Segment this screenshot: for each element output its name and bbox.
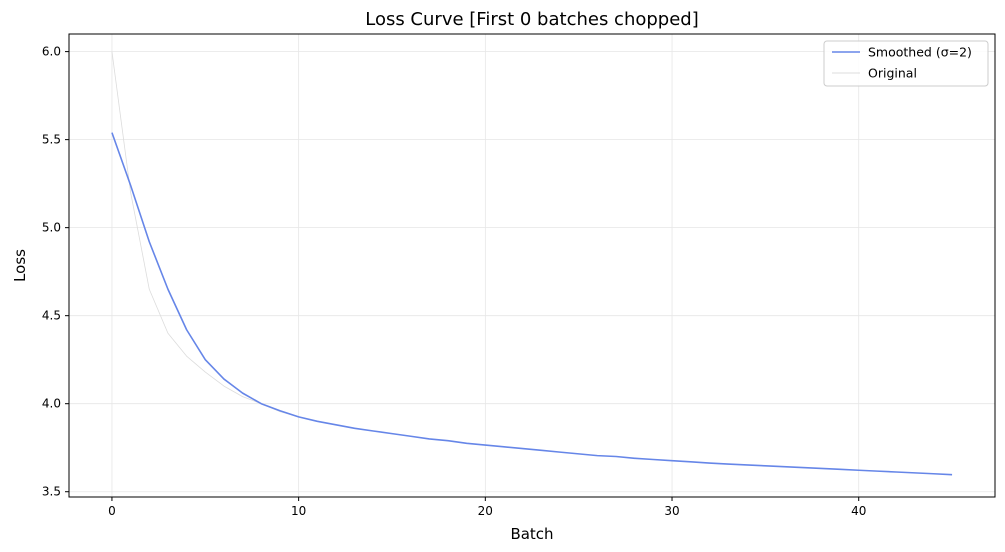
x-tick-label: 20 — [478, 504, 493, 518]
x-axis-label: Batch — [510, 525, 553, 543]
y-axis-ticks: 3.5 4.0 4.5 5.0 5.5 6.0 — [42, 45, 69, 499]
x-tick-label: 30 — [664, 504, 679, 518]
x-tick-label: 0 — [108, 504, 116, 518]
x-tick-label: 40 — [851, 504, 866, 518]
y-tick-label: 6.0 — [42, 45, 61, 59]
y-tick-label: 4.0 — [42, 397, 61, 411]
x-axis-ticks: 0 10 20 30 40 — [108, 497, 866, 518]
legend-label: Smoothed (σ=2) — [868, 45, 972, 60]
legend-label: Original — [868, 66, 917, 81]
chart-title: Loss Curve [First 0 batches chopped] — [365, 9, 699, 30]
grid-lines — [69, 34, 995, 497]
plot-frame — [68, 33, 996, 498]
y-axis-label: Loss — [11, 249, 29, 282]
y-tick-label: 5.5 — [42, 133, 61, 147]
legend: Smoothed (σ=2) Original — [823, 40, 989, 87]
y-tick-label: 4.5 — [42, 309, 61, 323]
original-series-line — [111, 51, 953, 476]
series-layer — [111, 51, 953, 476]
x-tick-label: 10 — [291, 504, 306, 518]
y-tick-label: 3.5 — [42, 485, 61, 499]
y-tick-label: 5.0 — [42, 221, 61, 235]
smoothed-series-line — [111, 132, 953, 476]
legend-box — [823, 40, 989, 87]
